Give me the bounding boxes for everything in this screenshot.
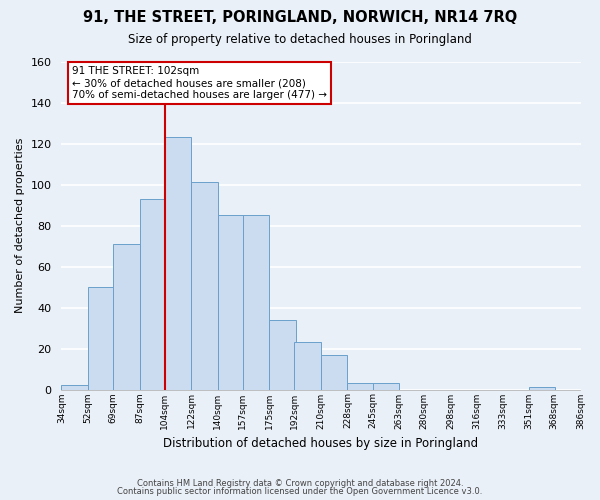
Text: Size of property relative to detached houses in Poringland: Size of property relative to detached ho… xyxy=(128,32,472,46)
X-axis label: Distribution of detached houses by size in Poringland: Distribution of detached houses by size … xyxy=(163,437,479,450)
Bar xyxy=(347,384,374,390)
Bar xyxy=(243,216,269,390)
Bar xyxy=(88,287,115,390)
Bar xyxy=(61,386,88,390)
Text: Contains HM Land Registry data © Crown copyright and database right 2024.: Contains HM Land Registry data © Crown c… xyxy=(137,478,463,488)
Bar xyxy=(295,342,321,390)
Bar xyxy=(373,384,399,390)
Bar xyxy=(218,216,244,390)
Bar xyxy=(140,199,166,390)
Bar xyxy=(113,244,140,390)
Bar xyxy=(269,320,296,390)
Bar xyxy=(321,354,347,390)
Y-axis label: Number of detached properties: Number of detached properties xyxy=(15,138,25,313)
Text: Contains public sector information licensed under the Open Government Licence v3: Contains public sector information licen… xyxy=(118,487,482,496)
Bar xyxy=(191,182,218,390)
Text: 91, THE STREET, PORINGLAND, NORWICH, NR14 7RQ: 91, THE STREET, PORINGLAND, NORWICH, NR1… xyxy=(83,10,517,25)
Bar xyxy=(164,138,191,390)
Text: 91 THE STREET: 102sqm
← 30% of detached houses are smaller (208)
70% of semi-det: 91 THE STREET: 102sqm ← 30% of detached … xyxy=(72,66,327,100)
Bar xyxy=(529,388,556,390)
